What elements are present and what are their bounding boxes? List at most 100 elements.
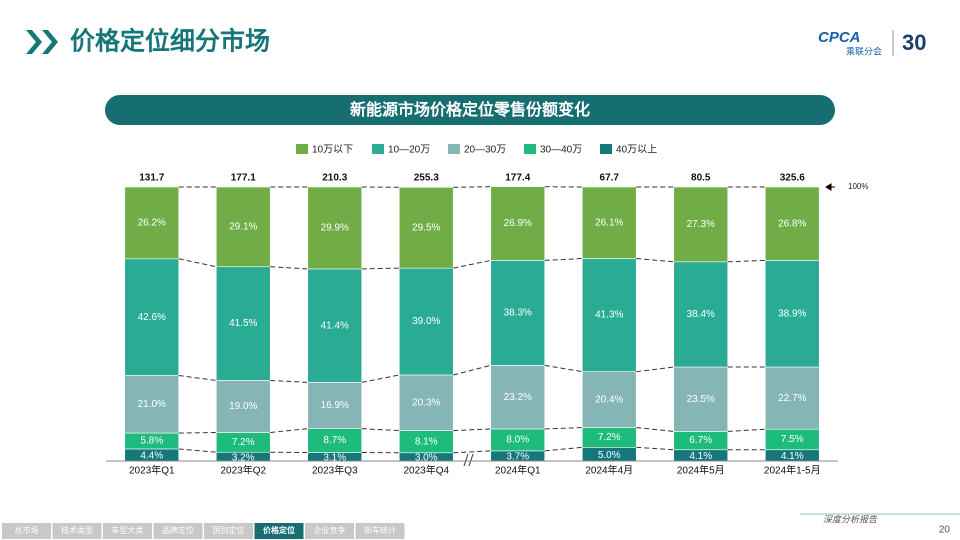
total-label: 131.7 [139,173,164,184]
data-label: 41.3% [595,310,623,321]
total-label: 255.3 [414,173,439,184]
data-label: 3.2% [232,452,255,463]
connector-line [544,258,583,261]
bar-segment [124,258,180,376]
nav-tab-label: 国别定位 [213,525,245,535]
data-label: 26.9% [504,218,532,229]
legend-label: 20—30万 [464,145,506,156]
data-label: 26.8% [778,218,806,229]
bar-segment [673,261,729,368]
x-tick-label: 2023年Q4 [403,464,449,477]
connector-line [270,428,308,434]
data-label: 38.3% [504,308,532,319]
data-label: 29.5% [412,222,440,233]
chevron [26,30,42,54]
connector-line [636,366,674,373]
data-label: 4.4% [140,451,163,462]
data-label: 7.2% [598,432,621,443]
nav-tab-label: 技术类型 [61,525,93,535]
x-tick-label: 2024年4月 [585,464,633,477]
connector-line [270,266,308,270]
data-label: 38.9% [778,308,806,319]
total-label: 177.1 [231,173,256,184]
legend-label: 10—20万 [388,145,430,156]
nav-tab[interactable] [305,523,354,539]
data-label: 7.2% [232,437,255,448]
total-label: 177.4 [505,173,530,184]
data-label: 5.8% [140,436,163,447]
legend-label: 30—40万 [540,145,582,156]
connector-line [178,375,217,381]
tick-arrow [825,183,835,191]
chart-title: 新能源市场价格定位零售份额变化 [350,100,590,119]
connector-line [178,432,217,434]
bar-segment [307,268,363,383]
data-label: 22.7% [778,393,806,404]
bar-segment [673,186,729,263]
nav-tab[interactable] [254,523,304,539]
bar-segment [673,366,729,432]
x-tick-label: 2023年Q3 [312,464,358,477]
x-tick-label: 2024年Q1 [495,464,541,477]
footer-report: 深度分析报告 [823,514,878,524]
bar-segment [490,260,546,366]
bar-segment [581,258,637,372]
data-label: 8.0% [506,435,529,446]
data-label: 20.3% [412,397,440,408]
bar-segment [215,186,271,268]
connector-line [727,428,766,432]
data-label: 7.5% [781,434,804,445]
legend-label: 40万以上 [616,144,657,156]
connector-line [544,446,583,452]
logo: CPCA [818,29,861,46]
bar-segment [490,186,546,261]
y-tick-label: 100% [848,182,868,191]
connector-line [361,267,400,270]
data-label: 6.7% [689,435,712,446]
connector-line [636,258,674,263]
data-label: 16.9% [321,400,349,411]
x-tick-label: 2023年Q1 [129,464,175,477]
connector-line [544,427,583,430]
legend-swatch [600,144,612,154]
connector-line [361,374,400,383]
data-label: 5.0% [598,450,621,461]
break-mark [468,453,474,467]
nav-tab[interactable] [355,523,405,539]
connector-line [270,379,308,383]
bar-segment [398,267,454,376]
legend-swatch [524,144,536,154]
bar-segment [764,260,820,368]
nav-tab-label: 品牌定位 [162,525,194,535]
data-label: 4.1% [689,451,712,462]
data-label: 23.5% [687,394,715,405]
bar-segment [398,186,454,269]
data-label: 39.0% [412,316,440,327]
data-label: 41.5% [229,318,257,329]
data-label: 29.9% [321,223,349,234]
total-label: 325.6 [780,173,805,184]
legend-swatch [296,144,308,154]
x-tick-label: 2024年5月 [677,464,725,477]
x-tick-label: 2024年1-5月 [764,464,821,477]
logo-sub: 乘联分会 [846,45,882,56]
axis-break [463,453,474,467]
bar-segment [307,186,363,270]
nav-tab[interactable] [52,523,102,539]
break-mark [463,453,469,467]
data-label: 26.1% [595,217,623,228]
bar-segment [124,186,180,260]
bar-segment [490,365,546,430]
data-label: 29.1% [229,222,257,233]
connector-line [453,186,491,188]
page-number: 20 [939,525,951,536]
nav-tab[interactable] [2,523,51,539]
bar-segment [581,186,637,259]
total-label: 210.3 [322,173,347,184]
nav-tab[interactable] [153,523,203,539]
data-label: 8.1% [415,436,438,447]
nav-tab[interactable] [103,523,152,539]
bar-segment [764,366,820,430]
nav-tab[interactable] [204,523,253,539]
